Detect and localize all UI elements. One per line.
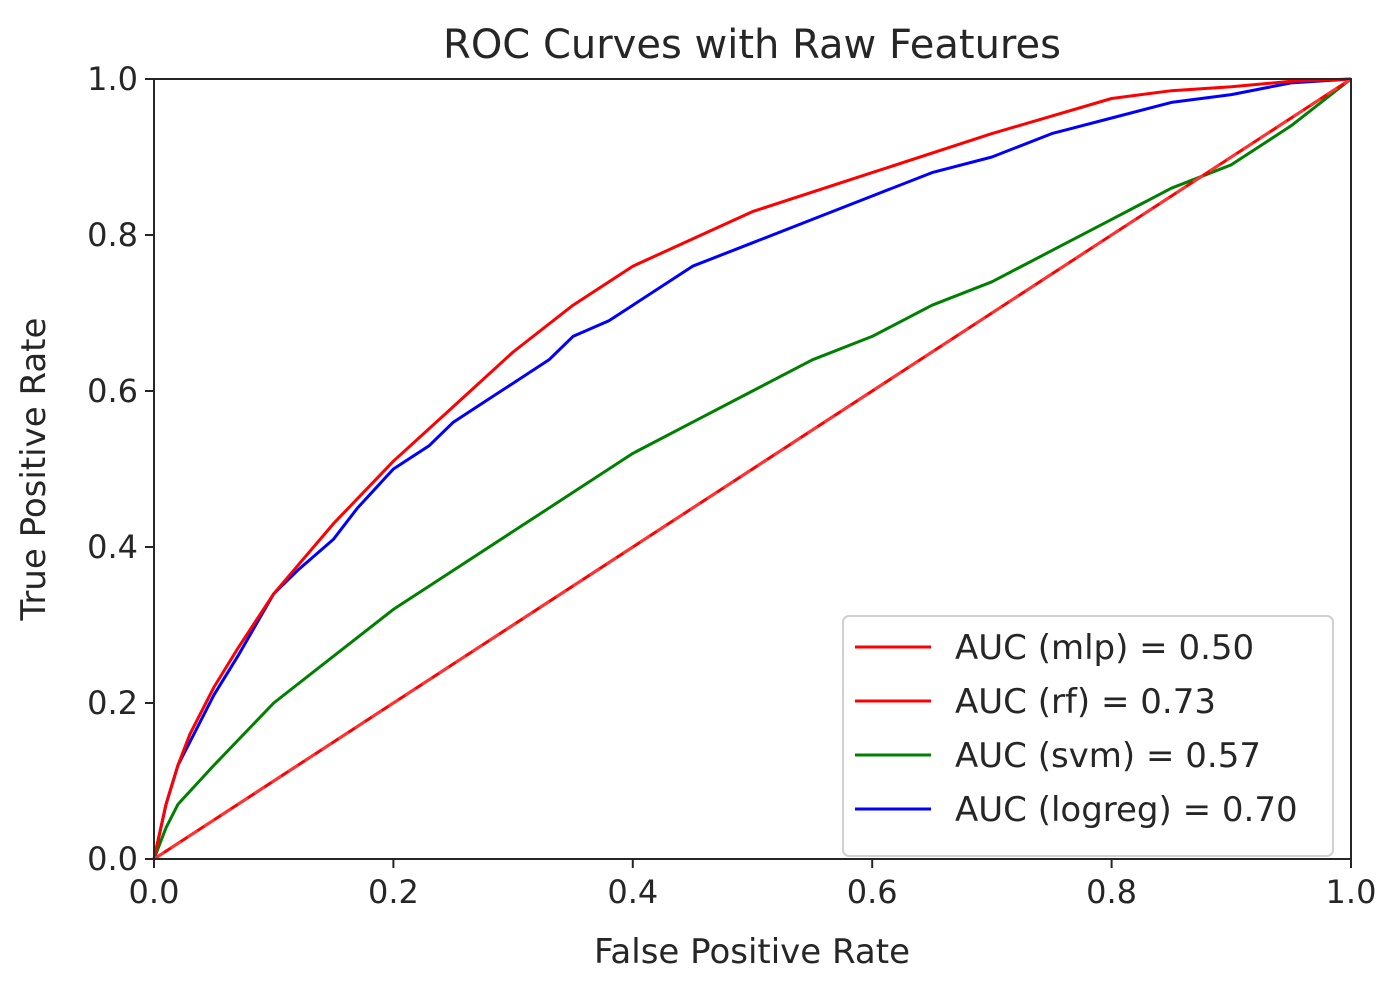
x-tick-label: 0.2 xyxy=(368,873,419,911)
series-line-2 xyxy=(152,77,1352,860)
x-tick-label: 0.0 xyxy=(129,873,180,911)
y-axis-label: True Positive Rate xyxy=(14,318,54,622)
legend-box xyxy=(842,615,1334,857)
chance-diagonal-line xyxy=(153,77,1352,861)
legend: AUC (mlp) = 0.50 AUC (rf) = 0.73 AUC (svm)… xyxy=(842,615,1334,857)
chart-title: ROC Curves with Raw Features xyxy=(443,22,1061,68)
y-tick-label: 1.0 xyxy=(87,60,138,98)
x-tick-label: 0.6 xyxy=(847,873,898,911)
x-tick-label: 1.0 xyxy=(1326,873,1377,911)
legend-entry-label: AUC (mlp) = 0.50 xyxy=(955,628,1254,668)
x-tick-label: 0.8 xyxy=(1086,873,1137,911)
y-tick-label: 0.2 xyxy=(87,684,138,722)
x-tick-label: 0.4 xyxy=(607,873,658,911)
axes-layer: 0.0 0.2 0.4 0.6 0.8 1.0 0.0 0.2 0.4 0.6 0.8 1.0 xyxy=(87,60,1376,911)
legend-entry-label: AUC (rf) = 0.73 xyxy=(955,682,1216,722)
plot-frame xyxy=(153,78,1352,860)
y-tick-label: 0.4 xyxy=(87,528,138,566)
y-tick-label: 0.0 xyxy=(87,840,138,878)
legend-entry-label: AUC (logreg) = 0.70 xyxy=(955,790,1298,830)
x-axis-label: False Positive Rate xyxy=(594,932,910,972)
series-layer xyxy=(152,77,1352,861)
y-tick-label: 0.8 xyxy=(87,216,138,254)
series-line-3 xyxy=(152,77,1352,860)
series-line-1 xyxy=(152,77,1352,860)
y-tick-label: 0.6 xyxy=(87,372,138,410)
legend-entry-label: AUC (svm) = 0.57 xyxy=(955,736,1261,776)
